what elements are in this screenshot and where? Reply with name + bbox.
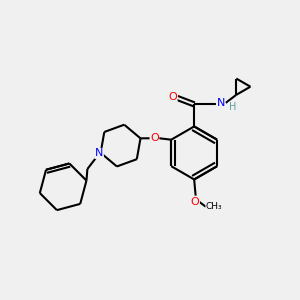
Text: N: N [217,98,225,108]
Text: O: O [168,92,177,102]
Text: H: H [229,102,236,112]
Text: O: O [191,196,200,206]
Text: O: O [150,133,159,142]
Text: N: N [95,148,103,158]
Text: CH₃: CH₃ [206,202,223,211]
